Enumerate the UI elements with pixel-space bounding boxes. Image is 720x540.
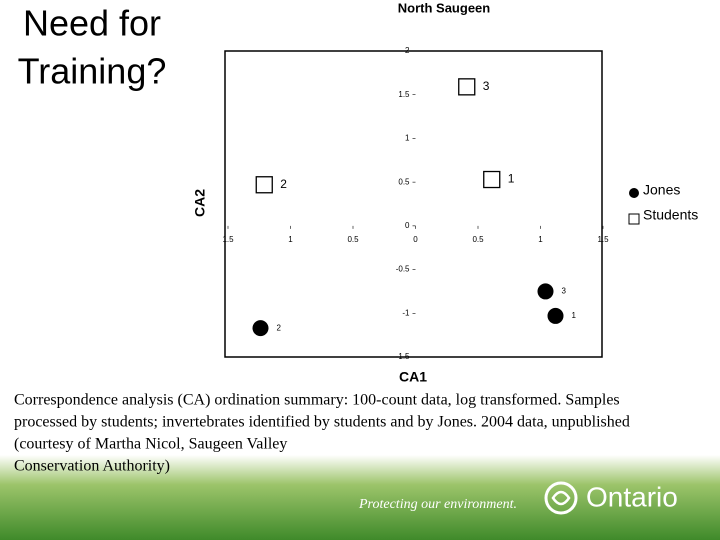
- x-tick-label: 1.5: [597, 235, 609, 244]
- point-label: 1: [508, 172, 515, 186]
- point-label: 1: [572, 311, 577, 320]
- ontario-logo: [544, 481, 578, 515]
- legend-label: Jones: [643, 182, 680, 198]
- legend-label: Students: [643, 207, 698, 223]
- slide-title: Training?: [18, 51, 167, 92]
- point-label: 3: [562, 287, 567, 296]
- footer-brand: Ontario: [586, 481, 678, 512]
- y-tick-label: 0: [405, 221, 410, 230]
- point-label: 2: [277, 323, 282, 332]
- y-tick-label: 1.5: [398, 90, 410, 99]
- y-tick-label: -1: [402, 308, 410, 317]
- caption: Correspondence analysis (CA) ordination …: [14, 392, 620, 409]
- y-tick-label: 2: [405, 46, 410, 55]
- caption: processed by students; invertebrates ide…: [14, 414, 630, 431]
- x-tick-label: 0: [413, 235, 418, 244]
- x-tick-label: 1.5: [222, 235, 234, 244]
- legend-marker: [628, 213, 640, 225]
- point-label: 3: [483, 79, 490, 93]
- legend-marker: [629, 188, 639, 198]
- point: [255, 176, 273, 194]
- x-tick-label: 1: [538, 235, 543, 244]
- point: [458, 78, 476, 96]
- caption: Conservation Authority): [14, 458, 170, 475]
- point: [252, 320, 269, 337]
- slide-title: Need for: [23, 3, 161, 44]
- y-tick-label: 0.5: [398, 177, 410, 186]
- y-axis-label: CA2: [192, 189, 208, 217]
- point: [483, 170, 501, 189]
- x-tick-label: 1: [288, 235, 293, 244]
- caption: (courtesy of Martha Nicol, Saugeen Valle…: [14, 436, 287, 453]
- y-tick-label: 1: [405, 134, 410, 143]
- footer-band: [0, 455, 720, 540]
- plot-frame: [224, 50, 603, 358]
- point: [547, 307, 564, 324]
- footer-slogan: Protecting our environment.: [358, 497, 517, 512]
- point: [537, 283, 554, 300]
- point-label: 2: [280, 177, 287, 191]
- x-tick-label: 0.5: [472, 235, 484, 244]
- x-axis-label: CA1: [399, 369, 427, 385]
- x-tick-label: 0.5: [347, 235, 359, 244]
- y-tick-label: -0.5: [396, 265, 410, 274]
- y-tick-label: -1.5: [396, 352, 410, 361]
- chart-title: North Saugeen: [398, 0, 491, 15]
